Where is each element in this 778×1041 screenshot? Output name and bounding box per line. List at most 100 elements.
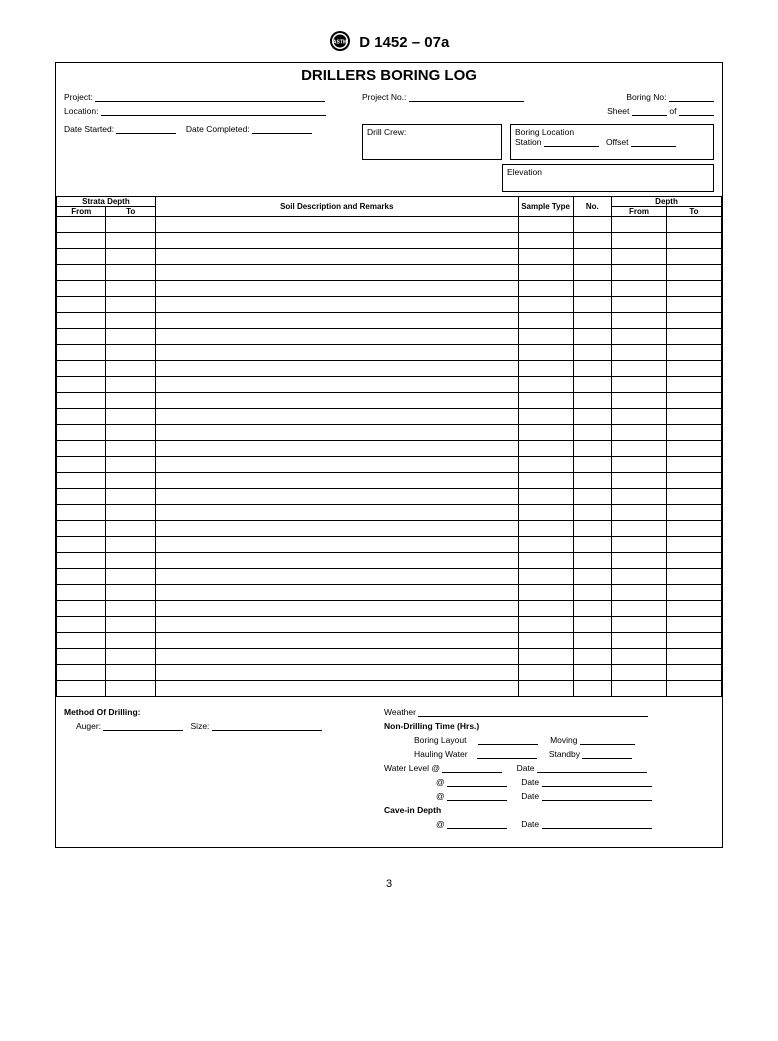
table-cell[interactable]: [155, 649, 518, 665]
table-row[interactable]: [57, 265, 722, 281]
table-cell[interactable]: [666, 457, 721, 473]
table-cell[interactable]: [57, 681, 106, 697]
table-cell[interactable]: [155, 617, 518, 633]
table-cell[interactable]: [612, 601, 667, 617]
table-cell[interactable]: [518, 249, 573, 265]
table-cell[interactable]: [573, 425, 611, 441]
project-no-field[interactable]: [409, 92, 524, 102]
table-cell[interactable]: [666, 345, 721, 361]
table-cell[interactable]: [612, 649, 667, 665]
table-cell[interactable]: [57, 377, 106, 393]
table-row[interactable]: [57, 329, 722, 345]
table-cell[interactable]: [612, 585, 667, 601]
table-cell[interactable]: [106, 649, 155, 665]
table-cell[interactable]: [155, 537, 518, 553]
table-cell[interactable]: [666, 505, 721, 521]
table-cell[interactable]: [57, 553, 106, 569]
table-cell[interactable]: [106, 313, 155, 329]
table-cell[interactable]: [106, 617, 155, 633]
table-row[interactable]: [57, 281, 722, 297]
table-cell[interactable]: [106, 409, 155, 425]
table-cell[interactable]: [57, 425, 106, 441]
table-row[interactable]: [57, 217, 722, 233]
table-row[interactable]: [57, 681, 722, 697]
table-cell[interactable]: [155, 393, 518, 409]
table-cell[interactable]: [155, 409, 518, 425]
table-cell[interactable]: [155, 265, 518, 281]
table-cell[interactable]: [518, 521, 573, 537]
table-cell[interactable]: [57, 345, 106, 361]
table-cell[interactable]: [573, 441, 611, 457]
table-cell[interactable]: [155, 681, 518, 697]
table-cell[interactable]: [666, 473, 721, 489]
table-cell[interactable]: [612, 281, 667, 297]
table-row[interactable]: [57, 393, 722, 409]
date-field-4[interactable]: [542, 819, 652, 829]
table-cell[interactable]: [612, 265, 667, 281]
table-cell[interactable]: [666, 217, 721, 233]
table-cell[interactable]: [106, 681, 155, 697]
table-cell[interactable]: [155, 313, 518, 329]
table-cell[interactable]: [106, 521, 155, 537]
table-cell[interactable]: [573, 617, 611, 633]
table-row[interactable]: [57, 233, 722, 249]
table-row[interactable]: [57, 537, 722, 553]
table-row[interactable]: [57, 313, 722, 329]
table-cell[interactable]: [155, 457, 518, 473]
table-cell[interactable]: [518, 313, 573, 329]
table-row[interactable]: [57, 425, 722, 441]
table-cell[interactable]: [518, 457, 573, 473]
table-cell[interactable]: [518, 649, 573, 665]
table-cell[interactable]: [57, 393, 106, 409]
table-cell[interactable]: [573, 505, 611, 521]
table-cell[interactable]: [106, 329, 155, 345]
table-cell[interactable]: [106, 393, 155, 409]
auger-field[interactable]: [103, 721, 183, 731]
table-cell[interactable]: [666, 393, 721, 409]
table-cell[interactable]: [666, 665, 721, 681]
table-cell[interactable]: [573, 521, 611, 537]
table-cell[interactable]: [57, 601, 106, 617]
table-cell[interactable]: [155, 441, 518, 457]
boring-location-box[interactable]: Boring Location Station Offset: [510, 124, 714, 160]
table-row[interactable]: [57, 345, 722, 361]
table-cell[interactable]: [518, 489, 573, 505]
table-cell[interactable]: [666, 233, 721, 249]
table-cell[interactable]: [612, 633, 667, 649]
station-field[interactable]: [544, 137, 599, 147]
table-cell[interactable]: [518, 297, 573, 313]
table-cell[interactable]: [612, 217, 667, 233]
table-row[interactable]: [57, 665, 722, 681]
table-cell[interactable]: [155, 473, 518, 489]
table-cell[interactable]: [106, 217, 155, 233]
table-cell[interactable]: [155, 601, 518, 617]
table-cell[interactable]: [106, 457, 155, 473]
table-cell[interactable]: [57, 441, 106, 457]
table-cell[interactable]: [518, 553, 573, 569]
table-cell[interactable]: [57, 265, 106, 281]
table-cell[interactable]: [518, 345, 573, 361]
table-cell[interactable]: [106, 377, 155, 393]
table-cell[interactable]: [666, 265, 721, 281]
table-cell[interactable]: [612, 297, 667, 313]
table-cell[interactable]: [612, 537, 667, 553]
table-cell[interactable]: [518, 329, 573, 345]
table-cell[interactable]: [573, 329, 611, 345]
table-cell[interactable]: [666, 377, 721, 393]
table-cell[interactable]: [106, 441, 155, 457]
table-cell[interactable]: [573, 345, 611, 361]
table-cell[interactable]: [573, 249, 611, 265]
table-row[interactable]: [57, 441, 722, 457]
boring-no-field[interactable]: [669, 92, 714, 102]
table-cell[interactable]: [573, 601, 611, 617]
table-cell[interactable]: [573, 281, 611, 297]
offset-field[interactable]: [631, 137, 676, 147]
table-cell[interactable]: [666, 585, 721, 601]
table-cell[interactable]: [518, 617, 573, 633]
table-cell[interactable]: [518, 665, 573, 681]
table-cell[interactable]: [612, 329, 667, 345]
table-row[interactable]: [57, 617, 722, 633]
table-cell[interactable]: [612, 681, 667, 697]
table-cell[interactable]: [573, 217, 611, 233]
table-row[interactable]: [57, 649, 722, 665]
